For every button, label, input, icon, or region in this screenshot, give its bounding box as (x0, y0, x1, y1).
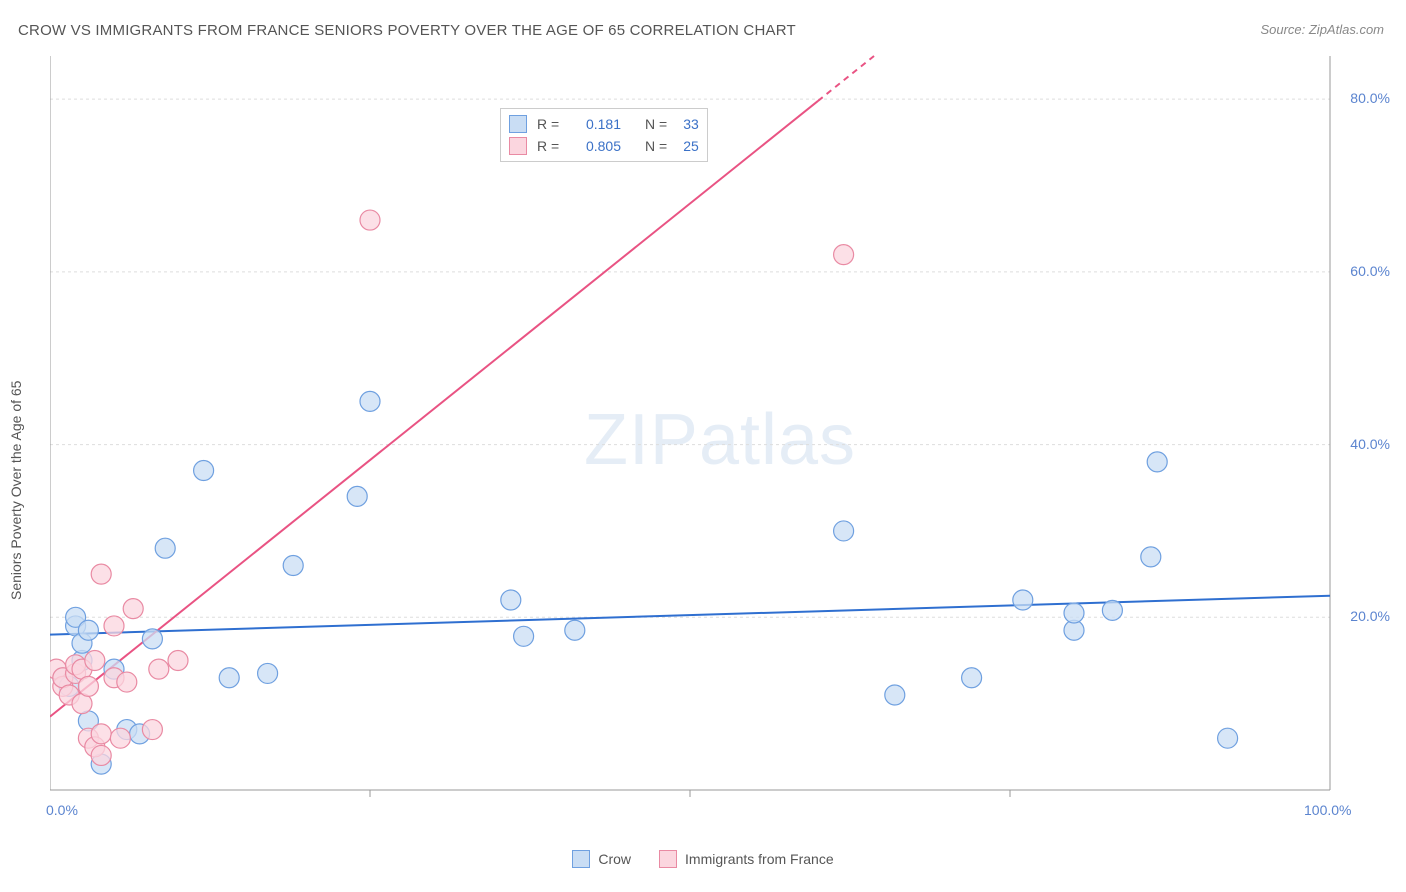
legend-n-label: N = (645, 138, 667, 154)
legend-label: Crow (598, 851, 631, 867)
legend-swatch-crow (572, 850, 590, 868)
legend-correlation: R = 0.181 N = 33 R = 0.805 N = 25 (500, 108, 708, 162)
legend-item-crow: Crow (572, 850, 631, 868)
x-tick-label: 0.0% (46, 802, 78, 818)
chart-title: CROW VS IMMIGRANTS FROM FRANCE SENIORS P… (18, 22, 796, 39)
y-tick-label: 60.0% (1350, 263, 1390, 279)
chart-container: CROW VS IMMIGRANTS FROM FRANCE SENIORS P… (0, 0, 1406, 892)
legend-item-france: Immigrants from France (659, 850, 834, 868)
legend-r-value: 0.181 (571, 116, 621, 132)
legend-n-value: 25 (683, 138, 699, 154)
source-label: Source: ZipAtlas.com (1260, 22, 1384, 37)
legend-n-value: 33 (683, 116, 699, 132)
legend-r-label: R = (537, 116, 561, 132)
legend-swatch-crow (509, 115, 527, 133)
y-axis-label: Seniors Poverty Over the Age of 65 (8, 381, 24, 600)
x-tick-label: 100.0% (1304, 802, 1351, 818)
y-tick-label: 40.0% (1350, 436, 1390, 452)
y-tick-label: 80.0% (1350, 90, 1390, 106)
legend-r-value: 0.805 (571, 138, 621, 154)
legend-swatch-france (509, 137, 527, 155)
legend-n-label: N = (645, 116, 667, 132)
legend-row-crow: R = 0.181 N = 33 (509, 113, 699, 135)
chart-area: ZIPatlas R = 0.181 N = 33 R = 0.805 N = … (50, 50, 1390, 830)
legend-r-label: R = (537, 138, 561, 154)
plot-svg (50, 50, 1390, 830)
legend-label: Immigrants from France (685, 851, 834, 867)
legend-row-france: R = 0.805 N = 25 (509, 135, 699, 157)
legend-swatch-france (659, 850, 677, 868)
legend-series: Crow Immigrants from France (0, 850, 1406, 868)
y-tick-label: 20.0% (1350, 608, 1390, 624)
